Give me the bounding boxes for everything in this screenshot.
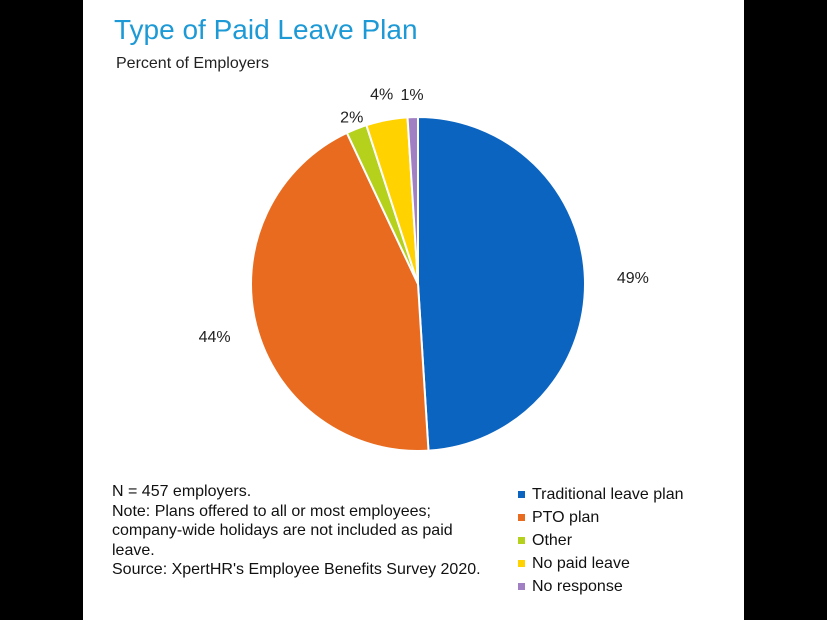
pie-slices <box>250 115 586 452</box>
legend-label: Traditional leave plan <box>532 485 684 503</box>
source-note: Source: XpertHR's Employee Benefits Surv… <box>112 561 481 578</box>
legend-swatch <box>518 583 525 590</box>
data-label-no-paid-leave: 4% <box>370 86 393 103</box>
chart-title: Type of Paid Leave Plan <box>114 14 418 45</box>
data-label-other: 2% <box>340 110 363 127</box>
chart-legend: Traditional leave plan PTO plan Other No pa… <box>518 483 684 598</box>
legend-swatch <box>518 514 525 521</box>
legend-swatch <box>518 537 525 544</box>
legend-item-no-response: No response <box>518 575 684 598</box>
plan-note: Note: Plans offered to all or most emplo… <box>112 502 453 559</box>
chart-subtitle: Percent of Employers <box>116 55 269 72</box>
legend-label: No response <box>532 577 623 595</box>
data-label-pto-plan: 44% <box>199 329 231 346</box>
chart-notes: N = 457 employers. Note: Plans offered t… <box>112 482 482 580</box>
legend-swatch <box>518 491 525 498</box>
legend-item-other: Other <box>518 529 684 552</box>
pie-labels: 49% 44% 2% 4% 1% <box>199 86 649 346</box>
sample-size-note: N = 457 employers. <box>112 483 252 500</box>
data-label-no-response: 1% <box>400 87 423 104</box>
pie-slice-traditional-leave-plan <box>417 115 586 452</box>
legend-item-pto-plan: PTO plan <box>518 506 684 529</box>
legend-swatch <box>518 560 525 567</box>
data-label-traditional-leave-plan: 49% <box>617 270 649 287</box>
chart-slide: Type of Paid Leave Plan Percent of Emplo… <box>83 0 744 620</box>
legend-label: No paid leave <box>532 554 630 572</box>
legend-item-traditional-leave-plan: Traditional leave plan <box>518 483 684 506</box>
legend-label: Other <box>532 531 573 549</box>
pie-chart: 49% 44% 2% 4% 1% <box>199 86 649 452</box>
legend-item-no-paid-leave: No paid leave <box>518 552 684 575</box>
legend-label: PTO plan <box>532 508 600 526</box>
pie-slice-no-response <box>406 115 419 285</box>
